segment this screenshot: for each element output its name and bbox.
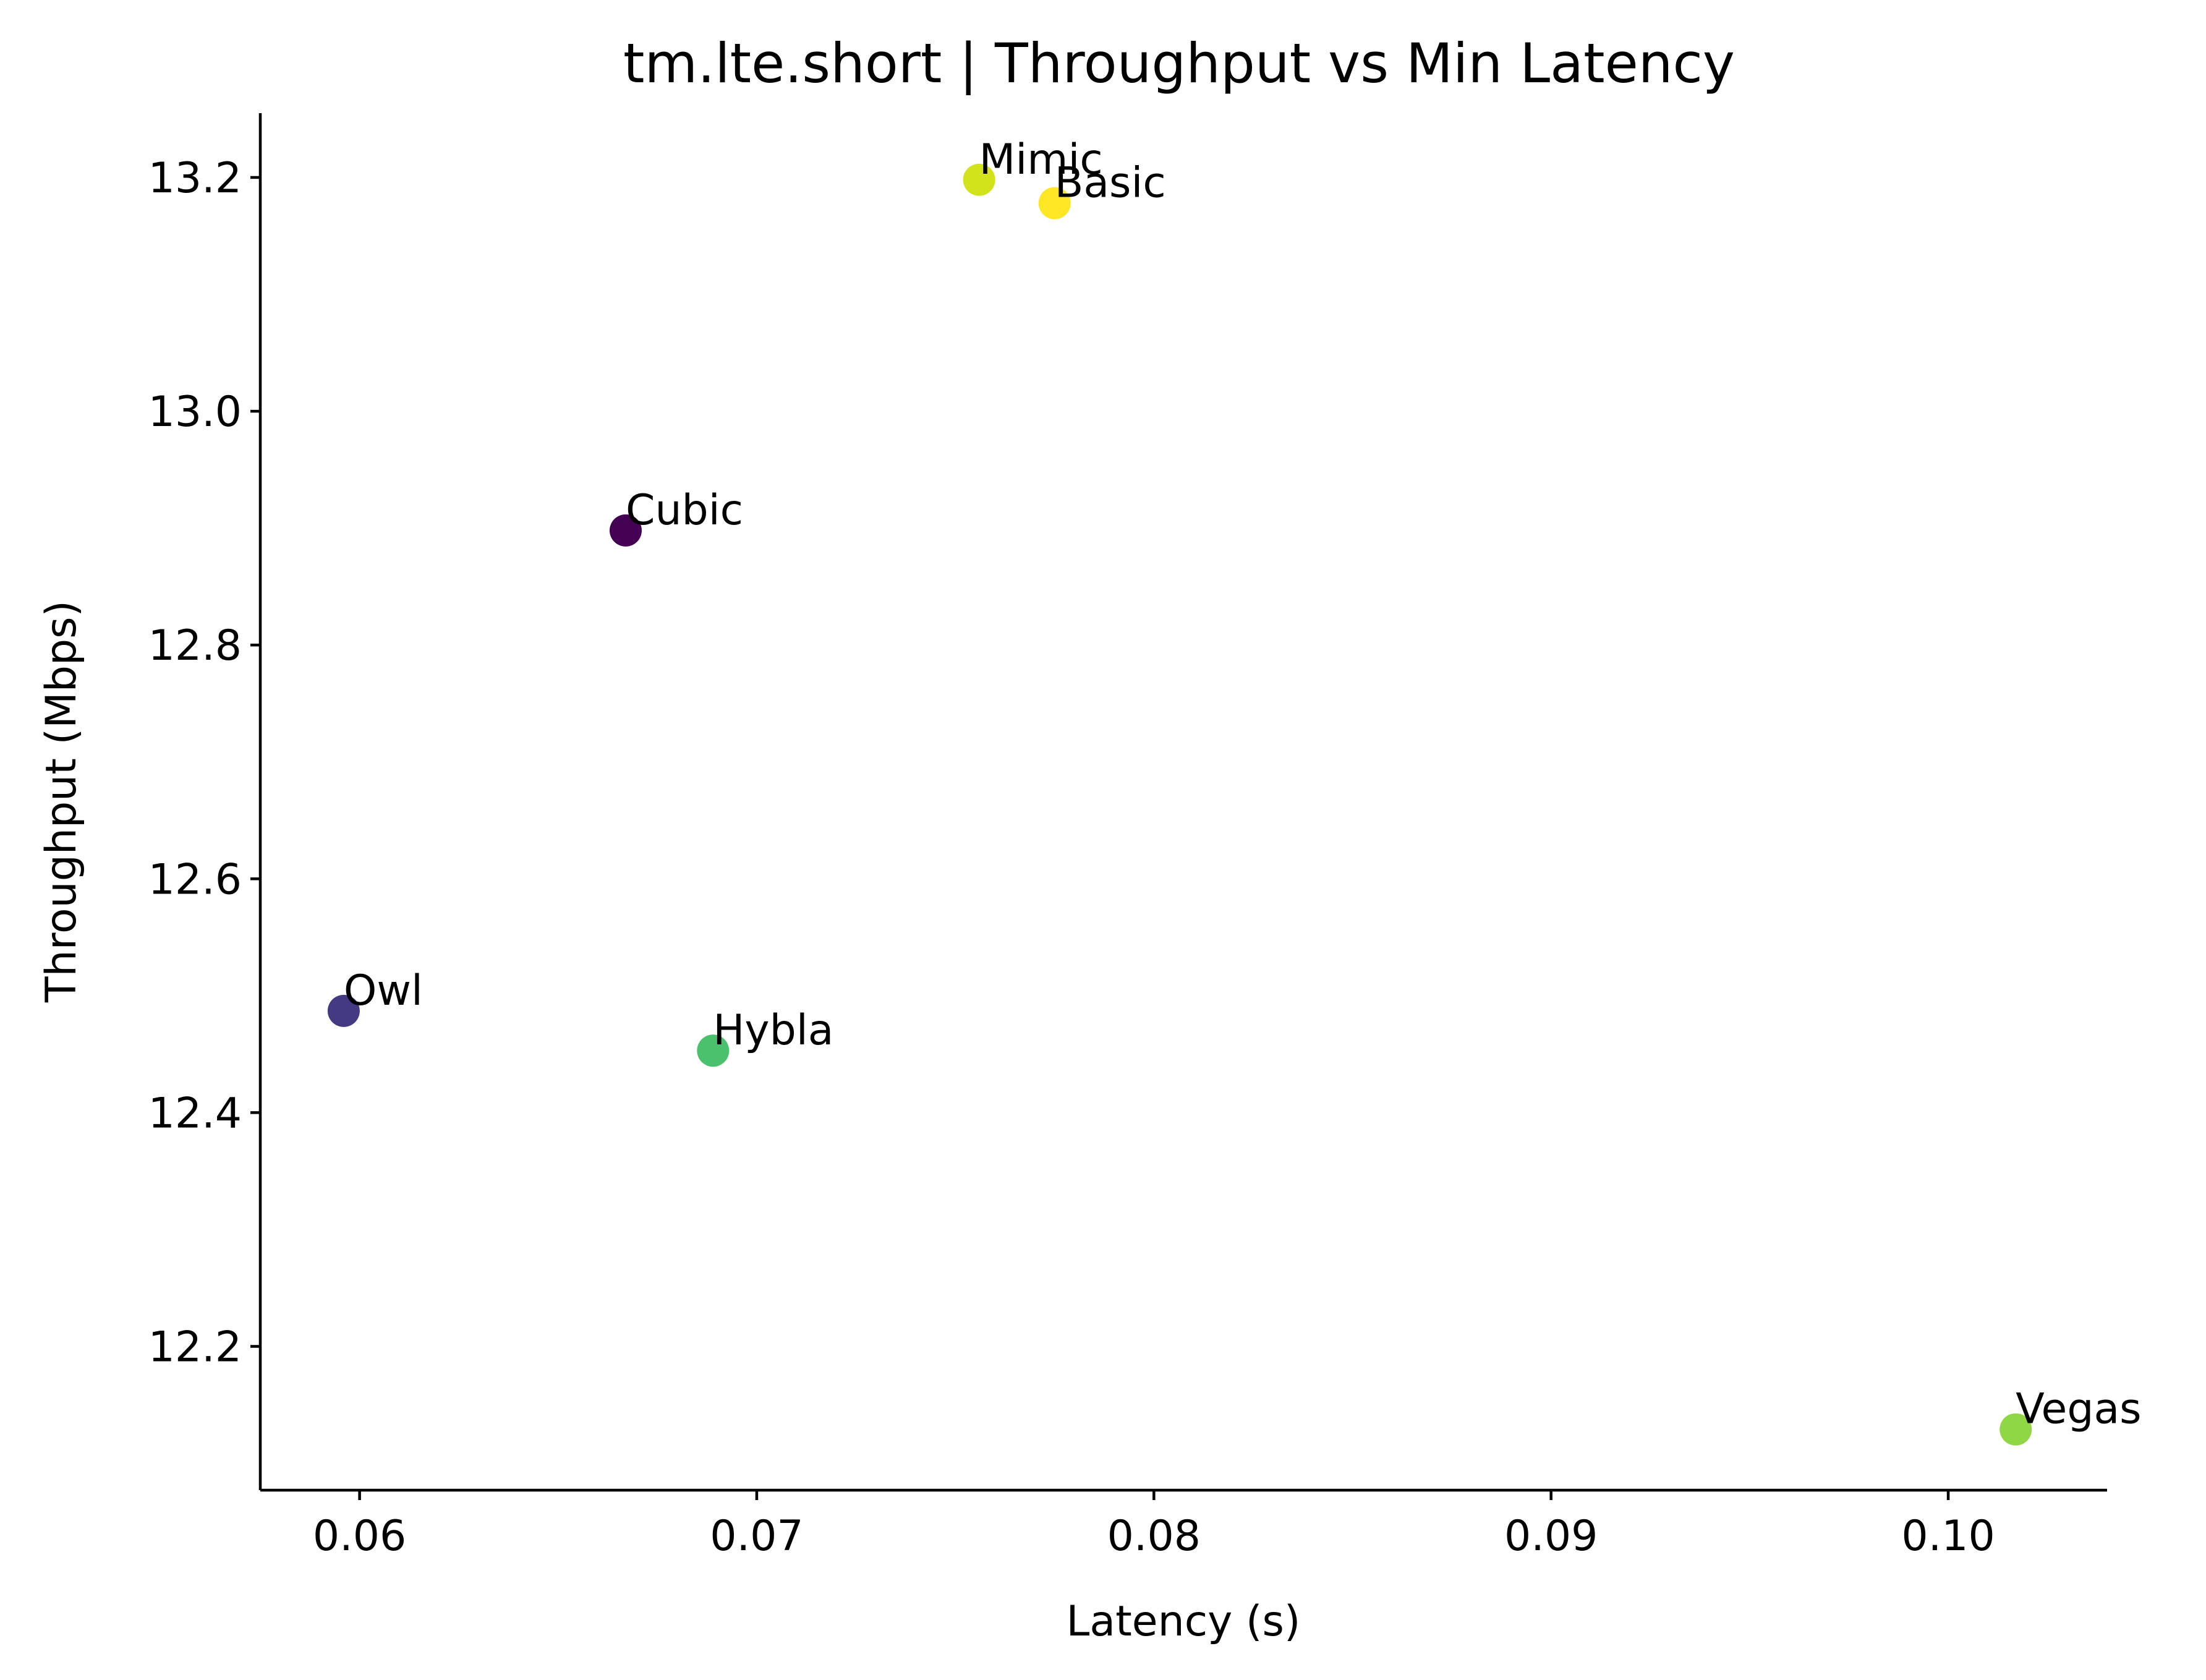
chart-title: tm.lte.short | Throughput vs Min Latency bbox=[623, 32, 1735, 96]
data-label-cubic: Cubic bbox=[626, 486, 743, 535]
y-tick-label: 12.2 bbox=[148, 1323, 242, 1371]
y-ticks: 12.2 12.4 12.6 12.8 13.0 13.2 bbox=[148, 154, 260, 1371]
x-tick-label: 0.09 bbox=[1504, 1512, 1598, 1561]
data-point-hybla bbox=[697, 1034, 730, 1067]
data-points bbox=[327, 163, 2032, 1446]
data-point-mimic bbox=[963, 163, 995, 196]
y-axis-label: Throughput (Mbps) bbox=[37, 600, 86, 1003]
x-tick-label: 0.08 bbox=[1107, 1512, 1201, 1561]
data-point-cubic bbox=[609, 514, 642, 547]
y-tick-label: 12.6 bbox=[148, 855, 242, 904]
y-tick-label: 13.2 bbox=[148, 154, 242, 203]
x-ticks: 0.06 0.07 0.08 0.09 0.10 bbox=[313, 1490, 1995, 1561]
x-tick-label: 0.06 bbox=[313, 1512, 406, 1561]
data-label-hybla: Hybla bbox=[713, 1006, 833, 1055]
data-point-owl bbox=[327, 994, 360, 1027]
data-label-mimic: Mimic bbox=[979, 135, 1103, 184]
y-tick-label: 12.4 bbox=[148, 1089, 242, 1138]
data-point-vegas bbox=[1999, 1413, 2032, 1446]
x-tick-label: 0.07 bbox=[710, 1512, 803, 1561]
y-tick-label: 12.8 bbox=[148, 621, 242, 670]
data-point-basic bbox=[1038, 187, 1071, 220]
x-tick-label: 0.10 bbox=[1901, 1512, 1995, 1561]
data-label-basic: Basic bbox=[1055, 159, 1166, 208]
plot-area: 0.06 0.07 0.08 0.09 0.10 12.2 12.4 12.6 12.8 13.… bbox=[148, 113, 2142, 1561]
y-tick-label: 13.0 bbox=[148, 388, 242, 437]
data-label-owl: Owl bbox=[344, 966, 423, 1015]
data-label-vegas: Vegas bbox=[2016, 1385, 2141, 1434]
x-axis-label: Latency (s) bbox=[1067, 1597, 1301, 1646]
